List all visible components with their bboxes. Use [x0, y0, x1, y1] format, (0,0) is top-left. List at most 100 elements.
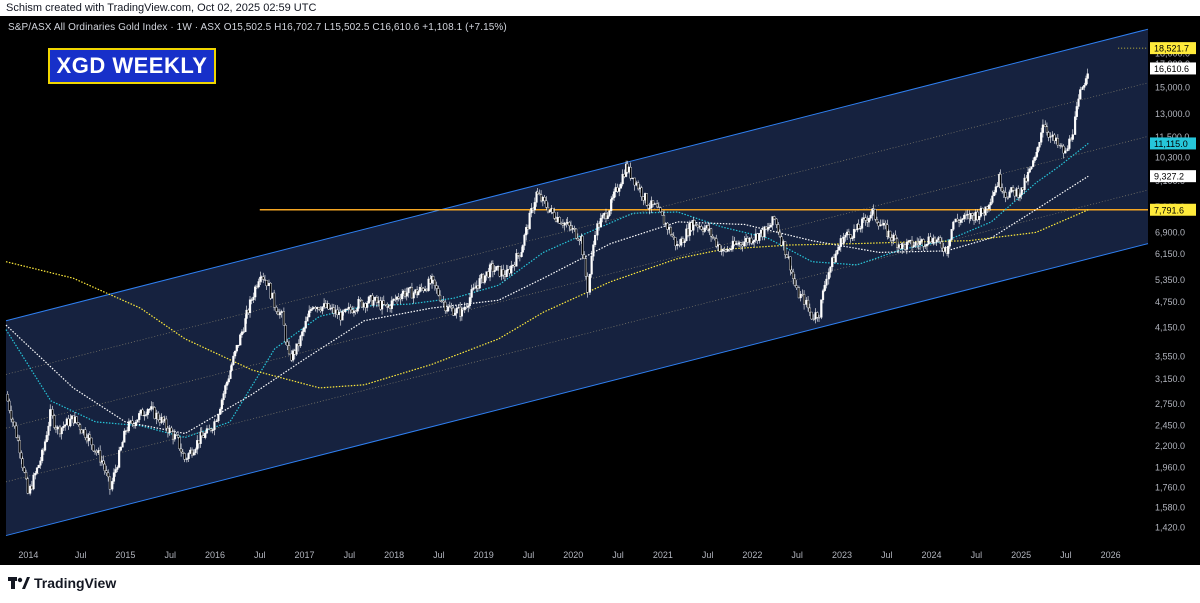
price-label-box [1150, 137, 1196, 150]
x-tick-label: 2024 [922, 550, 942, 560]
candle-body [1036, 146, 1039, 153]
candle-body [20, 452, 23, 459]
candle-body [1073, 116, 1077, 135]
candle-body [520, 252, 523, 257]
candle-body [733, 240, 736, 245]
candle-body [43, 441, 47, 451]
candle-body [21, 458, 24, 469]
candle-body [488, 264, 492, 278]
candle-body [1064, 150, 1067, 154]
candle-body [533, 202, 536, 211]
candle-body [442, 300, 445, 303]
candle-body [521, 245, 524, 253]
candle-body [302, 328, 306, 332]
candle-body [199, 431, 202, 444]
candle-body [1038, 142, 1041, 148]
x-tick-label: Jul [1060, 550, 1072, 560]
candle-body [912, 245, 915, 248]
x-tick-label: Jul [344, 550, 356, 560]
candle-body [525, 227, 528, 236]
candle-body [349, 306, 352, 311]
candle-body [455, 308, 458, 314]
candle-body [1066, 148, 1069, 152]
candle-body [131, 420, 134, 424]
candle-body [148, 409, 151, 411]
candle-body [875, 218, 879, 223]
candle-body [910, 239, 914, 248]
candle-body [795, 285, 798, 288]
candle-body [401, 293, 404, 300]
x-tick-label: 2022 [742, 550, 762, 560]
candle-body [987, 204, 991, 209]
candle-body [467, 305, 470, 308]
candle-body [375, 297, 379, 303]
candle-body [867, 218, 871, 223]
candle-body [23, 467, 26, 473]
candle-body [51, 409, 54, 416]
candle-body [823, 285, 826, 291]
candle-body [407, 287, 410, 294]
candle-body [354, 310, 357, 312]
candle-body [432, 276, 435, 281]
candle-body [227, 378, 230, 383]
y-tick-label: 3,150.0 [1155, 374, 1185, 384]
candle-body [672, 235, 675, 238]
candle-body [1017, 188, 1020, 198]
candle-body [889, 230, 892, 238]
candle-body [860, 218, 864, 229]
x-tick-label: Jul [971, 550, 983, 560]
price-label: 11,115.0 [1154, 139, 1188, 149]
candle-body [994, 186, 997, 193]
candle-body [924, 245, 927, 247]
candle-body [412, 292, 415, 299]
y-tick-label: 5,350.0 [1155, 275, 1185, 285]
candle-body [119, 447, 122, 451]
candle-body [812, 318, 815, 321]
candle-body [778, 231, 782, 237]
candle-body [175, 434, 178, 436]
candle-body [213, 421, 216, 431]
candle-body [220, 399, 223, 410]
candle-body [250, 299, 253, 301]
candle-body [535, 191, 538, 203]
candle-body [255, 286, 259, 288]
candle-body [275, 306, 278, 312]
candle-body [1041, 124, 1045, 133]
price-chart[interactable]: 18,000.017,000.015,000.013,000.011,500.0… [0, 16, 1200, 565]
candle-body [1018, 194, 1022, 198]
candle-body [790, 269, 793, 273]
candle-body [993, 192, 996, 197]
candle-body [134, 422, 137, 427]
candle-body [417, 291, 420, 296]
candle-body [599, 218, 602, 228]
y-tick-label: 15,000.0 [1155, 82, 1190, 92]
candle-body [126, 430, 129, 432]
y-tick-label: 2,450.0 [1155, 421, 1185, 431]
candle-body [178, 437, 181, 450]
candle-body [18, 440, 21, 454]
candle-body [405, 292, 408, 297]
y-tick-label: 1,420.0 [1155, 523, 1185, 533]
candle-body [894, 234, 897, 240]
candle-body [60, 427, 63, 435]
candle-body [341, 310, 344, 321]
candle-body [127, 421, 130, 432]
candle-body [427, 278, 430, 291]
candle-body [530, 208, 533, 214]
candle-body [493, 270, 496, 272]
candle-body [1086, 73, 1089, 79]
candle-body [367, 296, 370, 304]
candle-body [842, 237, 845, 244]
candle-body [308, 310, 311, 318]
candle-body [940, 241, 943, 249]
candle-body [633, 177, 636, 186]
candle-body [34, 473, 37, 476]
candle-body [41, 449, 44, 462]
candle-body [806, 299, 810, 309]
candle-body [107, 472, 110, 478]
candle-body [1002, 191, 1005, 193]
candle-body [102, 460, 105, 465]
candle-body [114, 469, 117, 473]
candle-body [257, 281, 260, 288]
candle-body [817, 317, 821, 319]
